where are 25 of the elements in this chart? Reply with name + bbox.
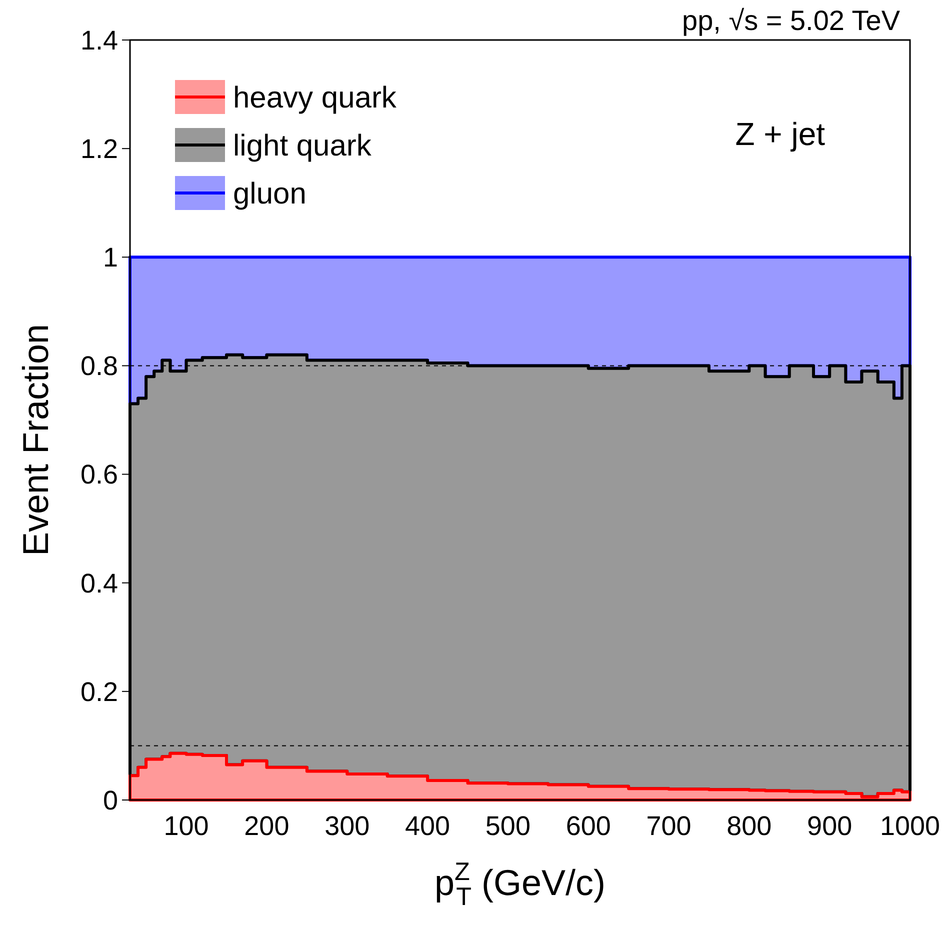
x-tick-label: 100 xyxy=(164,811,209,841)
y-tick-label: 0.2 xyxy=(80,676,118,707)
x-tick-label: 900 xyxy=(807,811,852,841)
y-tick-label: 1.4 xyxy=(80,25,118,56)
y-tick-label: 1 xyxy=(102,242,118,273)
y-tick-label: 0.6 xyxy=(80,460,118,490)
y-tick-label: 0.4 xyxy=(80,568,118,598)
x-tick-label: 500 xyxy=(485,811,530,841)
legend-label: heavy quark xyxy=(233,82,398,114)
x-tick-label: 800 xyxy=(726,811,772,841)
x-tick-label: 1000 xyxy=(880,811,940,841)
y-tick-label: 0 xyxy=(102,785,118,816)
x-tick-label: 700 xyxy=(646,811,692,841)
x-axis-title: p$^{Z}$$_{T}$ (GeV/c) xyxy=(434,858,606,911)
legend-label: gluon xyxy=(233,178,306,210)
annotation: Z + jet xyxy=(735,116,826,152)
text: pp, √s = 5.02 TeV xyxy=(682,5,900,36)
x-tick-label: 600 xyxy=(566,811,611,841)
x-tick-label: 200 xyxy=(244,811,290,841)
y-tick-label: 1.2 xyxy=(80,134,118,164)
y-axis-title: Event Fraction xyxy=(15,324,56,556)
x-tick-label: 300 xyxy=(324,811,370,841)
y-tick-label: 0.8 xyxy=(80,351,118,382)
legend-label: light quark xyxy=(233,130,372,162)
x-tick-label: 400 xyxy=(404,811,450,841)
